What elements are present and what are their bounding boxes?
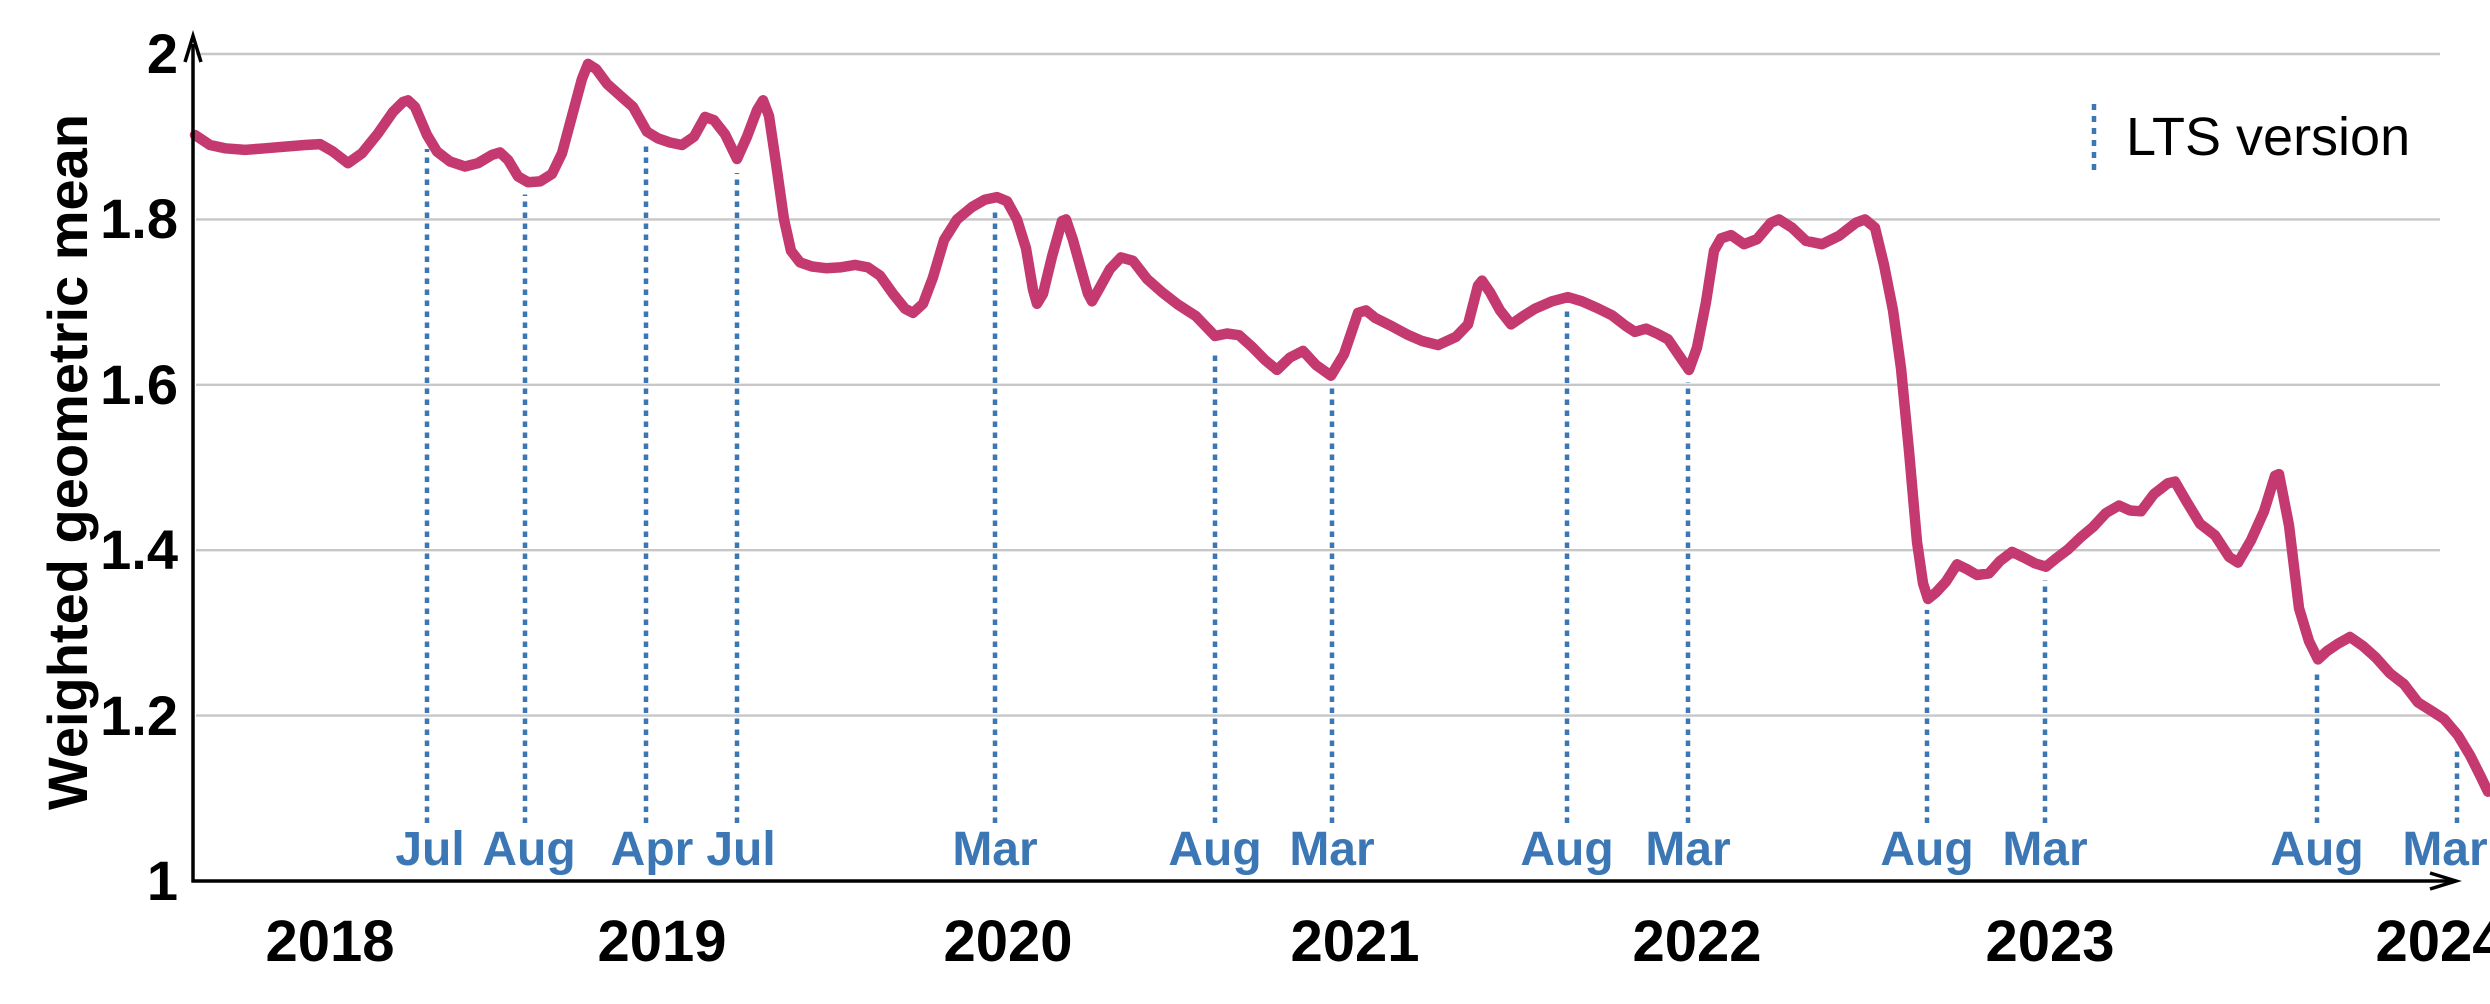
x-year-label: 2018 <box>265 909 395 974</box>
lts-month-label: Mar <box>2402 823 2488 876</box>
x-year-label: 2019 <box>597 909 727 974</box>
lts-dotted-line-icon <box>2091 104 2097 170</box>
lts-month-label: Aug <box>1168 823 1262 876</box>
y-axis-arrow <box>183 30 203 63</box>
lts-month-label: Mar <box>2002 823 2088 876</box>
lts-month-label: Jul <box>706 823 776 876</box>
lts-month-label: Aug <box>2270 823 2364 876</box>
series-line <box>189 58 2490 797</box>
lts-month-label: Mar <box>952 823 1038 876</box>
lts-month-label: Aug <box>1520 823 1614 876</box>
y-tick-label: 1.8 <box>100 187 178 251</box>
y-tick-label: 1.6 <box>100 352 178 416</box>
x-year-label: 2020 <box>943 909 1073 974</box>
lts-month-label: Apr <box>610 823 694 876</box>
x-year-label: 2023 <box>1985 909 2115 974</box>
lts-month-label: Mar <box>1289 823 1375 876</box>
x-year-label: 2024 <box>2375 909 2490 974</box>
y-tick-label: 1.2 <box>100 683 178 747</box>
legend-label: LTS version <box>2126 107 2411 167</box>
lts-month-label: Jul <box>395 823 465 876</box>
x-axis-arrow <box>2429 871 2462 891</box>
lts-month-label: Aug <box>482 823 576 876</box>
x-year-label: 2022 <box>1632 909 1762 974</box>
x-year-label: 2021 <box>1290 909 1420 974</box>
lts-month-label: Mar <box>1645 823 1731 876</box>
y-tick-label: 1 <box>146 849 178 912</box>
legend: LTS version <box>2088 102 2410 172</box>
lts-month-label: Aug <box>1880 823 1974 876</box>
y-tick-label: 2 <box>146 22 178 85</box>
y-tick-label: 1.4 <box>100 518 178 582</box>
